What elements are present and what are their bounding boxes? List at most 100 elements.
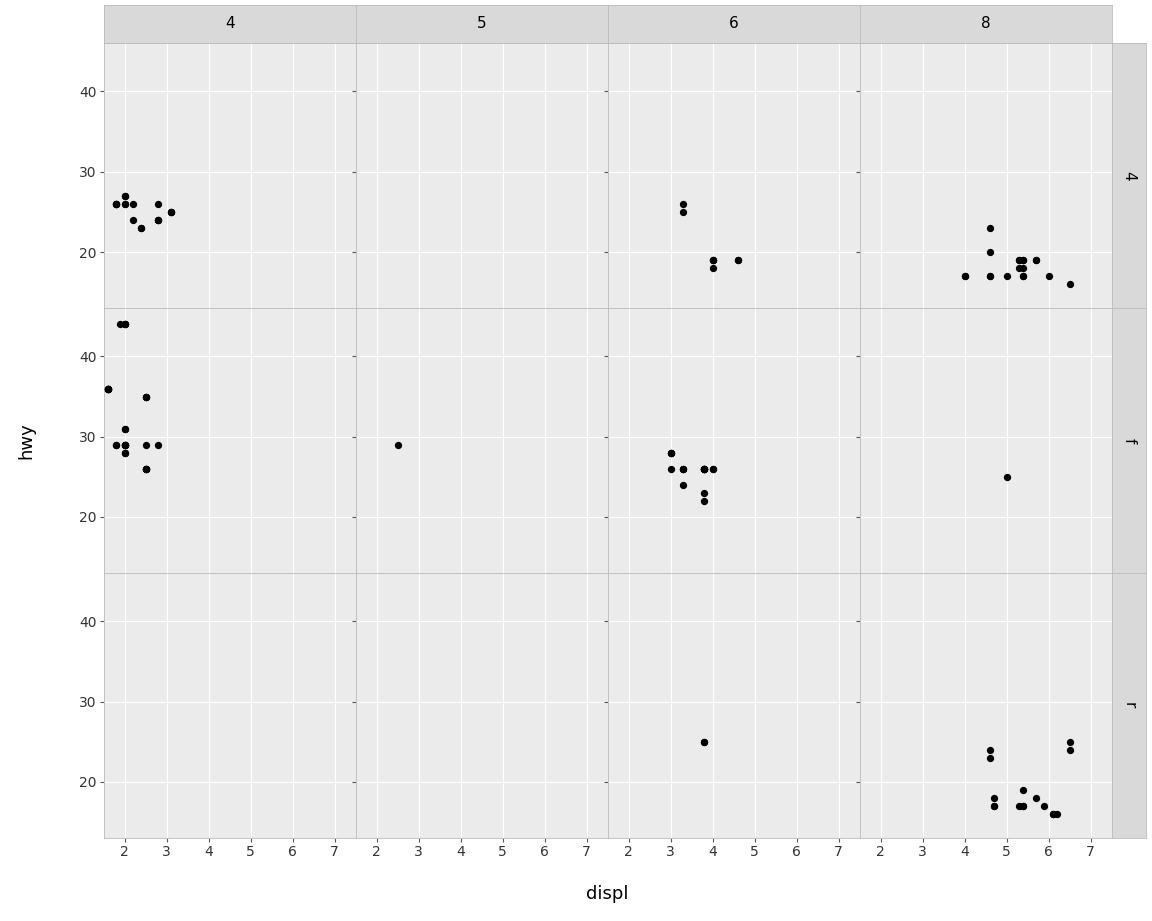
Point xyxy=(980,220,999,235)
Point xyxy=(1010,799,1029,813)
Point xyxy=(704,461,722,476)
Point xyxy=(115,446,134,460)
Text: 5: 5 xyxy=(477,17,486,31)
Point xyxy=(695,461,713,476)
Point xyxy=(980,742,999,757)
Point xyxy=(1061,742,1079,757)
Point xyxy=(99,381,118,396)
Point xyxy=(1014,252,1032,267)
Point xyxy=(695,461,713,476)
Point xyxy=(661,446,680,460)
Point xyxy=(955,269,973,284)
Point xyxy=(704,252,722,267)
Point xyxy=(132,220,151,235)
Point xyxy=(674,461,692,476)
Point xyxy=(115,189,134,204)
Point xyxy=(674,461,692,476)
Point xyxy=(695,734,713,749)
Point xyxy=(115,437,134,452)
Point xyxy=(1010,252,1029,267)
Point xyxy=(136,461,154,476)
Point xyxy=(1010,261,1029,275)
Point xyxy=(1014,269,1032,284)
Text: hwy: hwy xyxy=(17,423,36,459)
Point xyxy=(136,461,154,476)
Point xyxy=(695,734,713,749)
Point xyxy=(115,437,134,452)
Point xyxy=(1039,269,1058,284)
Point xyxy=(1026,252,1045,267)
Point xyxy=(149,196,167,211)
Point xyxy=(115,317,134,332)
Point xyxy=(149,213,167,227)
Point xyxy=(115,196,134,211)
Point xyxy=(985,799,1003,813)
Point xyxy=(115,421,134,436)
Point xyxy=(1036,799,1054,813)
Point xyxy=(388,437,407,452)
Point xyxy=(136,437,154,452)
Point xyxy=(674,477,692,492)
Point xyxy=(136,390,154,404)
Point xyxy=(695,494,713,508)
Point xyxy=(115,446,134,460)
Text: r: r xyxy=(1121,703,1137,709)
Point xyxy=(729,252,748,267)
Point xyxy=(107,196,126,211)
Point xyxy=(115,421,134,436)
Point xyxy=(1014,269,1032,284)
Point xyxy=(1044,807,1062,822)
Point xyxy=(704,261,722,275)
Point xyxy=(704,252,722,267)
Point xyxy=(115,317,134,332)
Point xyxy=(661,461,680,476)
Point xyxy=(136,461,154,476)
Text: 4: 4 xyxy=(1121,171,1137,181)
Point xyxy=(115,437,134,452)
Point xyxy=(1061,277,1079,292)
Point xyxy=(107,196,126,211)
Point xyxy=(107,196,126,211)
Point xyxy=(124,213,143,227)
Point xyxy=(107,437,126,452)
Text: 6: 6 xyxy=(729,17,738,31)
Point xyxy=(99,381,118,396)
Point xyxy=(107,196,126,211)
Point xyxy=(674,461,692,476)
Point xyxy=(695,461,713,476)
Point xyxy=(1026,252,1045,267)
Point xyxy=(149,213,167,227)
Point xyxy=(1048,807,1067,822)
Point xyxy=(136,461,154,476)
Point xyxy=(161,204,180,219)
Point xyxy=(1014,799,1032,813)
Point xyxy=(985,790,1003,805)
Point xyxy=(674,196,692,211)
Point xyxy=(161,204,180,219)
Point xyxy=(136,390,154,404)
Point xyxy=(149,213,167,227)
Point xyxy=(980,269,999,284)
Point xyxy=(115,437,134,452)
Point xyxy=(1061,734,1079,749)
Point xyxy=(99,381,118,396)
Point xyxy=(980,269,999,284)
Point xyxy=(99,381,118,396)
Point xyxy=(161,204,180,219)
Text: f: f xyxy=(1121,438,1137,443)
Point xyxy=(1044,807,1062,822)
Point xyxy=(955,269,973,284)
Point xyxy=(729,252,748,267)
Point xyxy=(107,437,126,452)
Text: 4: 4 xyxy=(225,17,235,31)
Point xyxy=(136,461,154,476)
Point xyxy=(704,252,722,267)
Point xyxy=(112,317,130,332)
Point xyxy=(695,485,713,500)
Point xyxy=(661,446,680,460)
Point xyxy=(99,381,118,396)
Point xyxy=(1014,783,1032,798)
Point xyxy=(674,204,692,219)
Point xyxy=(115,196,134,211)
Point xyxy=(124,196,143,211)
